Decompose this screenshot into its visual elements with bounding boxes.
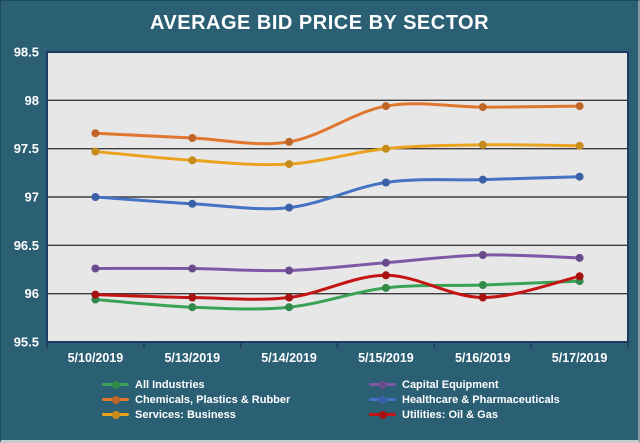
data-point-services-business (575, 141, 584, 150)
legend-item: Capital Equipment (369, 377, 560, 392)
plot-border (46, 51, 629, 343)
legend-dot-icon (378, 380, 387, 389)
data-point-utilities-oil-gas (381, 271, 390, 280)
data-point-capital-equipment (478, 251, 487, 259)
data-point-services-business (91, 147, 100, 156)
data-point-chemicals-plastics-rubber (188, 134, 197, 142)
data-point-healthcare-pharmaceuticals (381, 178, 390, 187)
data-point-capital-equipment (575, 253, 584, 262)
data-point-chemicals-plastics-rubber (478, 103, 487, 112)
legend-dot-icon (378, 395, 387, 404)
legend-line-marker-icon (102, 380, 129, 389)
data-point-services-business (381, 144, 390, 153)
legend-dot-icon (378, 410, 387, 419)
legend-line-marker-icon (369, 395, 396, 404)
data-point-chemicals-plastics-rubber (381, 102, 390, 111)
data-point-all-industries (478, 281, 487, 289)
legend-dot-icon (111, 380, 120, 389)
y-axis-label: 98 (25, 93, 39, 108)
data-point-all-industries (285, 303, 294, 312)
data-point-healthcare-pharmaceuticals (91, 193, 100, 201)
legend-line-marker-icon (102, 410, 129, 419)
data-point-healthcare-pharmaceuticals (285, 203, 294, 212)
chart-title: AVERAGE BID PRICE BY SECTOR (149, 12, 490, 34)
x-axis-label: 5/17/2019 (552, 351, 608, 365)
y-axis-label: 97.5 (14, 141, 39, 156)
data-point-all-industries (381, 283, 390, 292)
data-point-services-business (188, 156, 197, 165)
data-point-capital-equipment (188, 264, 197, 273)
data-point-chemicals-plastics-rubber (91, 129, 100, 138)
series-line-chemicals-plastics-rubber (93, 102, 582, 146)
data-point-utilities-oil-gas (188, 293, 197, 302)
legend-item: Services: Business (102, 407, 369, 422)
y-axis-label: 98.5 (14, 45, 39, 60)
x-axis-label: 5/13/2019 (164, 351, 220, 365)
data-point-chemicals-plastics-rubber (285, 137, 294, 146)
legend-line-marker-icon (102, 395, 129, 404)
y-axis-label: 97 (25, 190, 39, 205)
x-axis-label: 5/16/2019 (455, 351, 511, 365)
data-point-all-industries (188, 303, 197, 312)
series-line-capital-equipment (93, 253, 582, 273)
data-point-chemicals-plastics-rubber (575, 102, 584, 111)
legend-label: Services: Business (135, 408, 236, 421)
legend-label: Capital Equipment (402, 378, 499, 391)
data-point-utilities-oil-gas (91, 290, 100, 299)
legend-line-marker-icon (369, 410, 396, 419)
data-point-capital-equipment (285, 266, 294, 275)
legend-item: Utilities: Oil & Gas (369, 407, 560, 422)
data-point-services-business (285, 160, 294, 169)
x-axis-label: 5/14/2019 (261, 351, 317, 365)
data-point-utilities-oil-gas (575, 272, 584, 281)
y-axis-label: 96.5 (14, 238, 39, 253)
legend-label: Utilities: Oil & Gas (402, 408, 498, 421)
legend-item: Healthcare & Pharmaceuticals (369, 392, 560, 407)
legend: All Industries Capital Equipment Chemica… (102, 377, 560, 422)
series-line-services-business (93, 143, 582, 167)
data-point-healthcare-pharmaceuticals (575, 172, 584, 181)
y-axis-label: 96 (25, 286, 39, 301)
series-line-all-industries (93, 279, 582, 311)
series-line-utilities-oil-gas (93, 273, 582, 301)
legend-dot-icon (111, 395, 120, 404)
legend-line-marker-icon (369, 380, 396, 389)
y-axis-label: 95.5 (14, 335, 39, 350)
legend-label: Chemicals, Plastics & Rubber (135, 393, 291, 406)
data-point-capital-equipment (381, 258, 390, 267)
data-point-utilities-oil-gas (285, 293, 294, 302)
legend-label: All Industries (135, 378, 205, 391)
data-point-healthcare-pharmaceuticals (478, 175, 487, 184)
data-point-services-business (478, 140, 487, 149)
data-point-capital-equipment (91, 264, 100, 273)
data-point-healthcare-pharmaceuticals (188, 199, 197, 208)
legend-item: All Industries (102, 377, 369, 392)
series-line-healthcare-pharmaceuticals (93, 175, 582, 211)
x-axis-label: 5/10/2019 (68, 351, 124, 365)
data-point-utilities-oil-gas (478, 293, 487, 302)
legend-label: Healthcare & Pharmaceuticals (402, 393, 560, 406)
legend-dot-icon (111, 410, 120, 419)
legend-item: Chemicals, Plastics & Rubber (102, 392, 369, 407)
x-axis-label: 5/15/2019 (358, 351, 414, 365)
